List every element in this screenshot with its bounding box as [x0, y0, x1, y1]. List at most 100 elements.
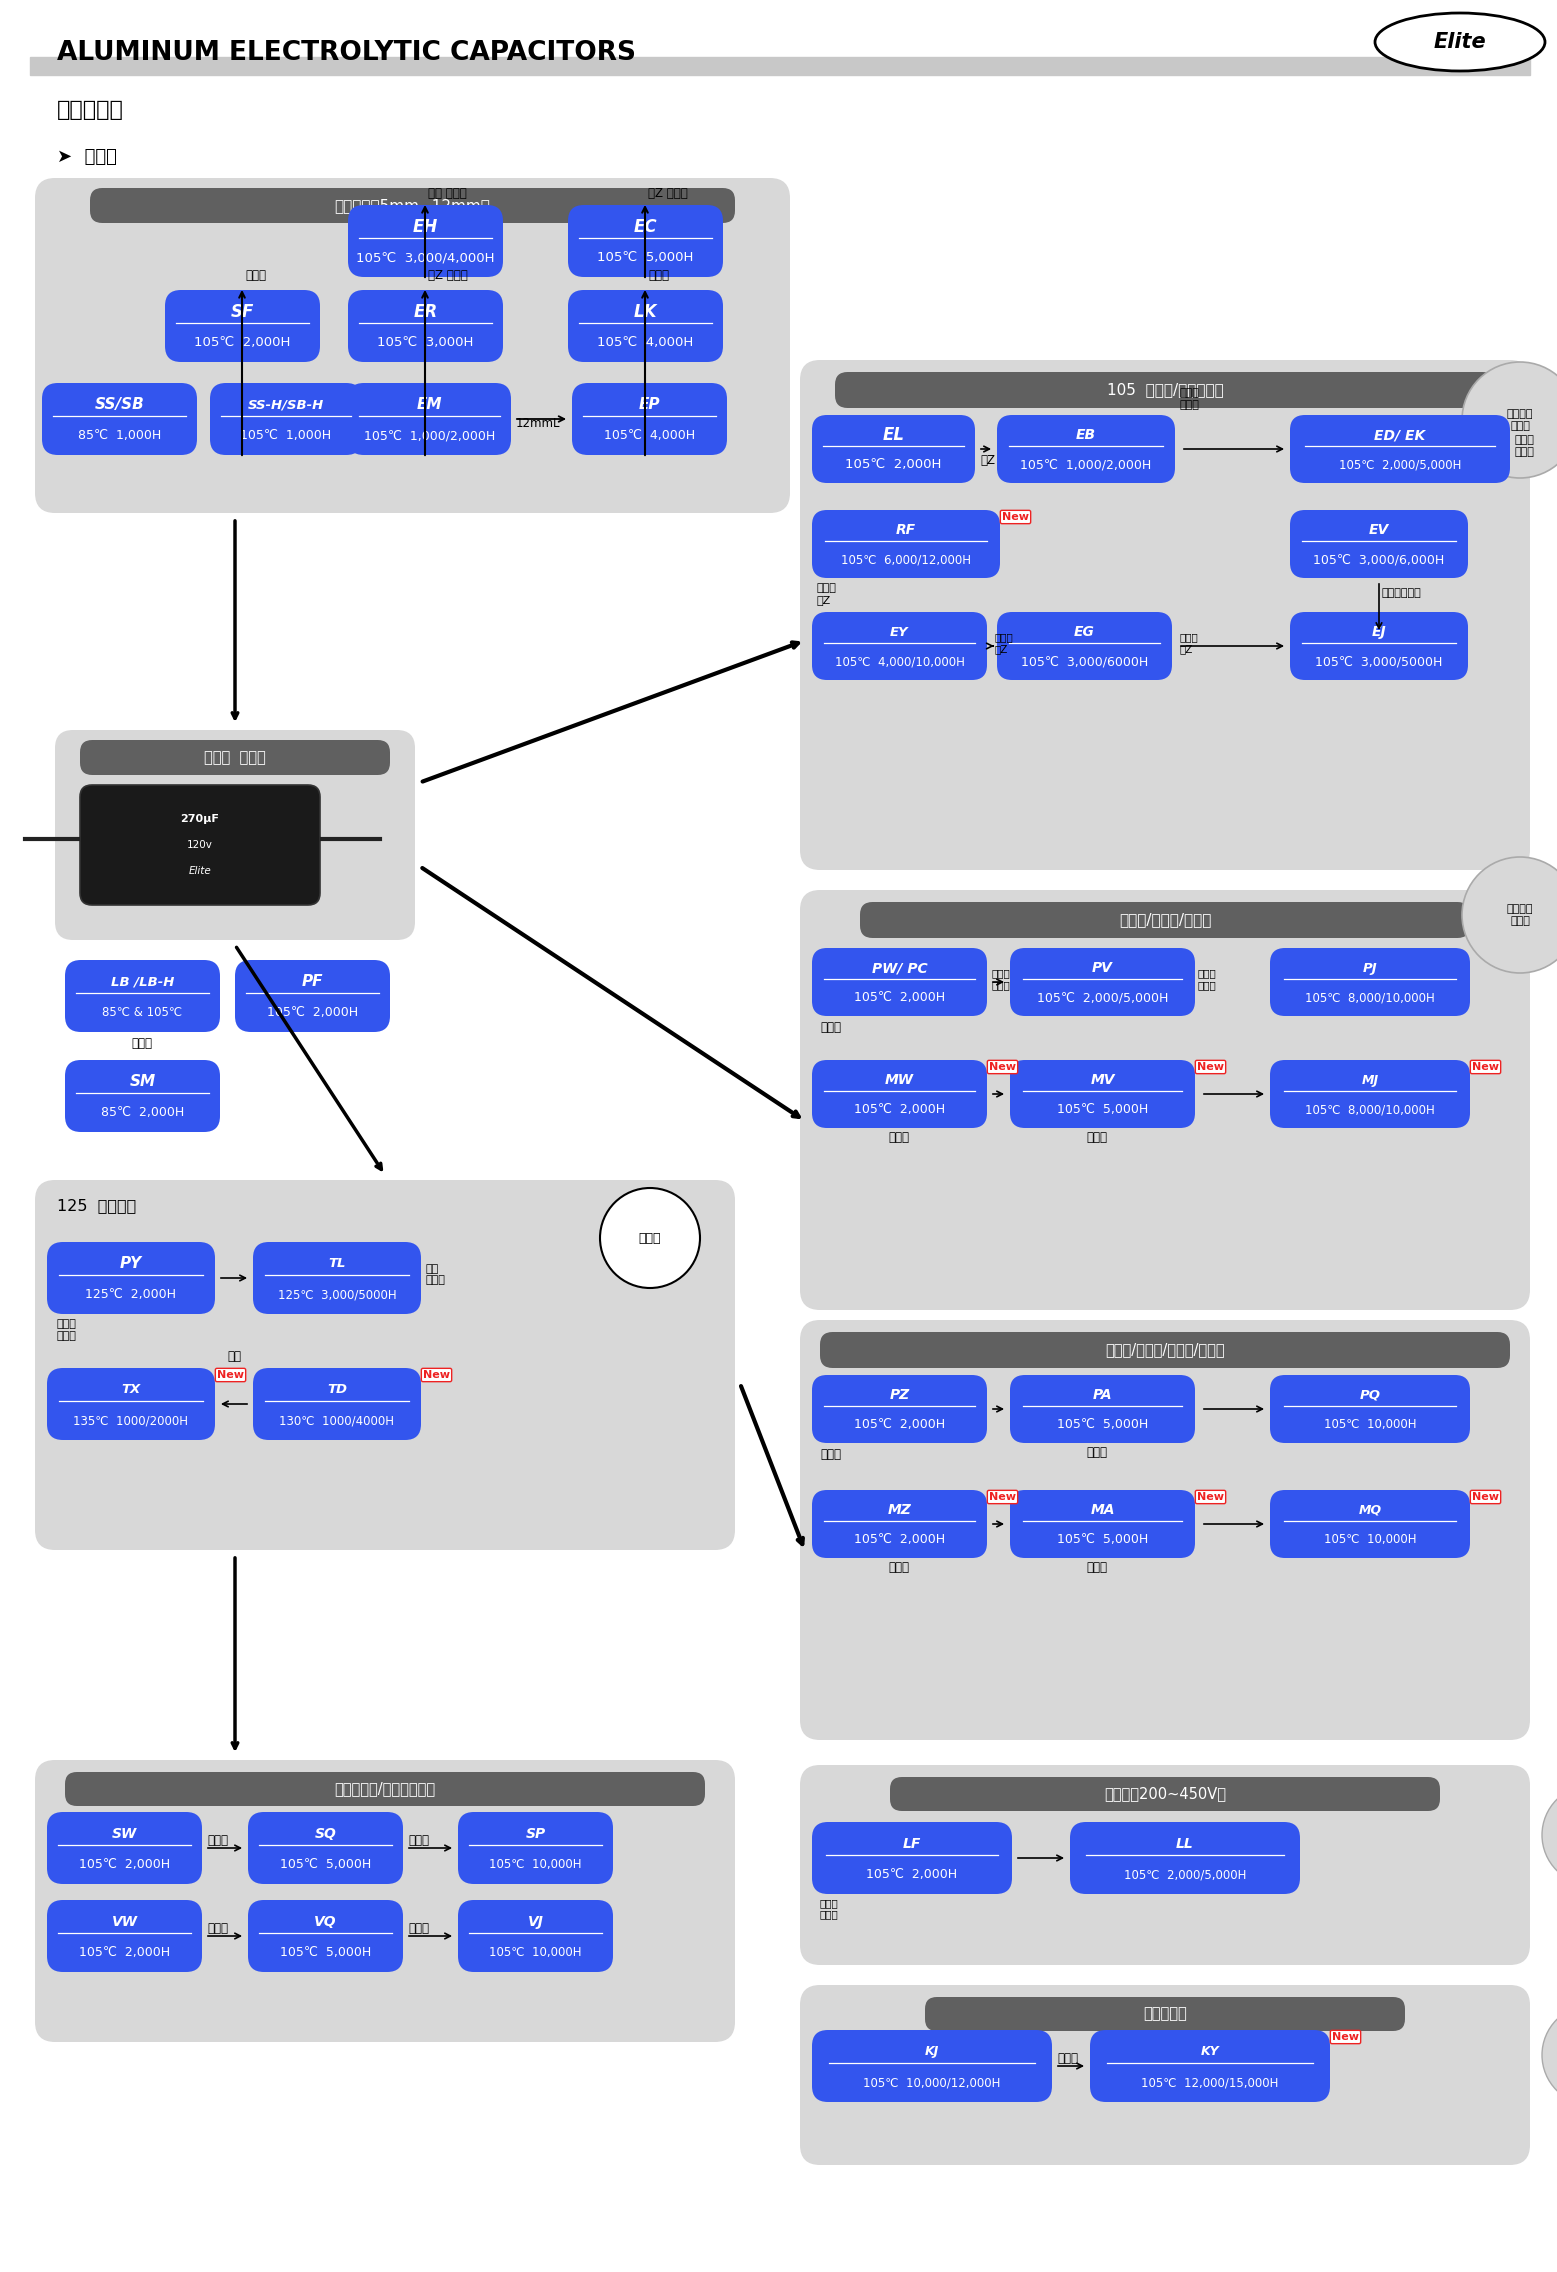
Text: MJ: MJ — [1361, 1075, 1378, 1086]
Text: 125℃  2,000H: 125℃ 2,000H — [86, 1288, 176, 1302]
Text: 120v: 120v — [187, 841, 213, 850]
Text: 105℃  10,000H: 105℃ 10,000H — [489, 1858, 582, 1872]
FancyBboxPatch shape — [813, 509, 1000, 577]
Text: PQ: PQ — [1359, 1388, 1381, 1402]
FancyBboxPatch shape — [996, 416, 1176, 484]
FancyBboxPatch shape — [79, 786, 321, 904]
Text: 85℃ & 105℃: 85℃ & 105℃ — [103, 1006, 182, 1020]
FancyBboxPatch shape — [800, 1320, 1531, 1740]
Text: 105℃  8,000/10,000H: 105℃ 8,000/10,000H — [1305, 991, 1436, 1004]
FancyBboxPatch shape — [821, 1331, 1510, 1368]
Text: 安全對策品/異常電壓對應: 安全對策品/異常電壓對應 — [335, 1781, 436, 1797]
FancyBboxPatch shape — [210, 384, 361, 454]
FancyBboxPatch shape — [1010, 1061, 1196, 1127]
Text: 105℃  2,000H: 105℃ 2,000H — [79, 1947, 170, 1958]
Text: 130℃  1000/4000H: 130℃ 1000/4000H — [280, 1413, 394, 1427]
FancyBboxPatch shape — [1271, 1490, 1470, 1559]
Text: 高溫: 高溫 — [227, 1350, 241, 1363]
Text: VJ: VJ — [528, 1915, 543, 1929]
Text: 105℃  3,000/6000H: 105℃ 3,000/6000H — [1021, 654, 1148, 668]
FancyBboxPatch shape — [54, 729, 416, 941]
FancyBboxPatch shape — [1070, 1822, 1300, 1895]
FancyBboxPatch shape — [65, 1772, 705, 1806]
Text: 電源輸入
平滑用: 電源輸入 平滑用 — [1507, 904, 1534, 925]
Text: SP: SP — [525, 1827, 545, 1840]
Text: 長壽命: 長壽命 — [1087, 1445, 1107, 1459]
FancyBboxPatch shape — [34, 177, 789, 513]
FancyBboxPatch shape — [235, 961, 389, 1031]
Text: 105℃  2,000H: 105℃ 2,000H — [853, 1418, 945, 1431]
Text: 105℃  10,000/12,000H: 105℃ 10,000/12,000H — [863, 2077, 1001, 2088]
FancyBboxPatch shape — [1291, 416, 1510, 484]
Text: ALUMINUM ELECTROLYTIC CAPACITORS: ALUMINUM ELECTROLYTIC CAPACITORS — [58, 41, 635, 66]
Text: New: New — [1003, 511, 1029, 523]
FancyBboxPatch shape — [1291, 509, 1468, 577]
FancyBboxPatch shape — [248, 1899, 403, 1972]
FancyBboxPatch shape — [813, 1822, 1012, 1895]
Text: 135℃  1000/2000H: 135℃ 1000/2000H — [73, 1413, 188, 1427]
Text: SQ: SQ — [315, 1827, 336, 1840]
Text: 寬溫 長壽命: 寬溫 長壽命 — [428, 186, 467, 200]
FancyBboxPatch shape — [813, 611, 987, 679]
FancyBboxPatch shape — [568, 291, 722, 361]
Text: 高紋波
小尺寸: 高紋波 小尺寸 — [1515, 436, 1535, 457]
Text: 105℃  2,000H: 105℃ 2,000H — [853, 1104, 945, 1116]
Text: 低Z 長壽命: 低Z 長壽命 — [428, 268, 467, 282]
Text: SM: SM — [129, 1075, 156, 1088]
Text: Elite: Elite — [1434, 32, 1487, 52]
Text: EH: EH — [413, 218, 438, 236]
Text: 105℃  1,000/2,000H: 105℃ 1,000/2,000H — [1020, 459, 1152, 470]
FancyBboxPatch shape — [1090, 2029, 1330, 2102]
Text: EL: EL — [883, 427, 905, 445]
FancyBboxPatch shape — [248, 1813, 403, 1883]
Text: 小型長壽命: 小型長壽命 — [1143, 2006, 1186, 2022]
FancyBboxPatch shape — [813, 947, 987, 1016]
Text: 270μF: 270μF — [181, 813, 220, 822]
FancyBboxPatch shape — [859, 902, 1470, 938]
Text: 12mmL: 12mmL — [515, 418, 561, 429]
FancyBboxPatch shape — [800, 359, 1531, 870]
FancyBboxPatch shape — [568, 204, 722, 277]
Text: 105℃  4,000H: 105℃ 4,000H — [604, 429, 694, 443]
Text: New: New — [216, 1370, 244, 1379]
FancyBboxPatch shape — [813, 1490, 987, 1559]
Text: MW: MW — [884, 1072, 914, 1088]
Text: SS-H/SB-H: SS-H/SB-H — [248, 398, 324, 411]
Text: 105  低阻抗/高紋波電流: 105 低阻抗/高紋波電流 — [1107, 382, 1224, 398]
Text: 105℃  2,000H: 105℃ 2,000H — [266, 1006, 358, 1020]
Text: 105℃  2,000H: 105℃ 2,000H — [853, 1534, 945, 1547]
Text: 低漏電: 低漏電 — [131, 1036, 153, 1050]
Text: 高紋波
長壽命: 高紋波 長壽命 — [992, 968, 1010, 991]
FancyBboxPatch shape — [458, 1813, 613, 1883]
Text: 105℃  5,000H: 105℃ 5,000H — [280, 1858, 371, 1872]
Text: 105℃  5,000H: 105℃ 5,000H — [1057, 1104, 1148, 1116]
Text: 105℃  5,000H: 105℃ 5,000H — [280, 1947, 371, 1958]
Text: EC: EC — [634, 218, 657, 236]
Text: 105℃  2,000/5,000H: 105℃ 2,000/5,000H — [1124, 1868, 1246, 1881]
Text: EJ: EJ — [1372, 625, 1386, 638]
Ellipse shape — [1375, 14, 1545, 70]
Text: PV: PV — [1091, 961, 1113, 975]
FancyBboxPatch shape — [252, 1368, 420, 1440]
FancyBboxPatch shape — [1271, 947, 1470, 1016]
FancyBboxPatch shape — [925, 1997, 1404, 2031]
FancyBboxPatch shape — [1010, 1490, 1196, 1559]
Text: 引線型  標準品: 引線型 標準品 — [204, 750, 266, 766]
Text: 產品體系圖: 產品體系圖 — [58, 100, 125, 120]
FancyBboxPatch shape — [813, 1061, 987, 1127]
Text: 長壽命: 長壽命 — [1087, 1561, 1107, 1574]
Text: LL: LL — [1176, 1836, 1194, 1852]
Text: 105℃  5,000H: 105℃ 5,000H — [1057, 1534, 1148, 1547]
Text: 105℃  10,000H: 105℃ 10,000H — [1323, 1534, 1417, 1547]
Text: 長壽命
低Z: 長壽命 低Z — [995, 632, 1014, 654]
Text: PF: PF — [302, 975, 324, 988]
Circle shape — [1462, 361, 1557, 477]
FancyBboxPatch shape — [800, 891, 1531, 1311]
FancyBboxPatch shape — [65, 1061, 220, 1131]
FancyBboxPatch shape — [79, 741, 389, 775]
Text: 105℃  2,000/5,000H: 105℃ 2,000/5,000H — [1037, 991, 1168, 1004]
Text: 低Z: 低Z — [979, 454, 995, 468]
Text: 125  高溫度品: 125 高溫度品 — [58, 1197, 137, 1213]
Text: MA: MA — [1090, 1504, 1115, 1518]
Text: 小尺寸
長壽命: 小尺寸 長壽命 — [1197, 968, 1216, 991]
